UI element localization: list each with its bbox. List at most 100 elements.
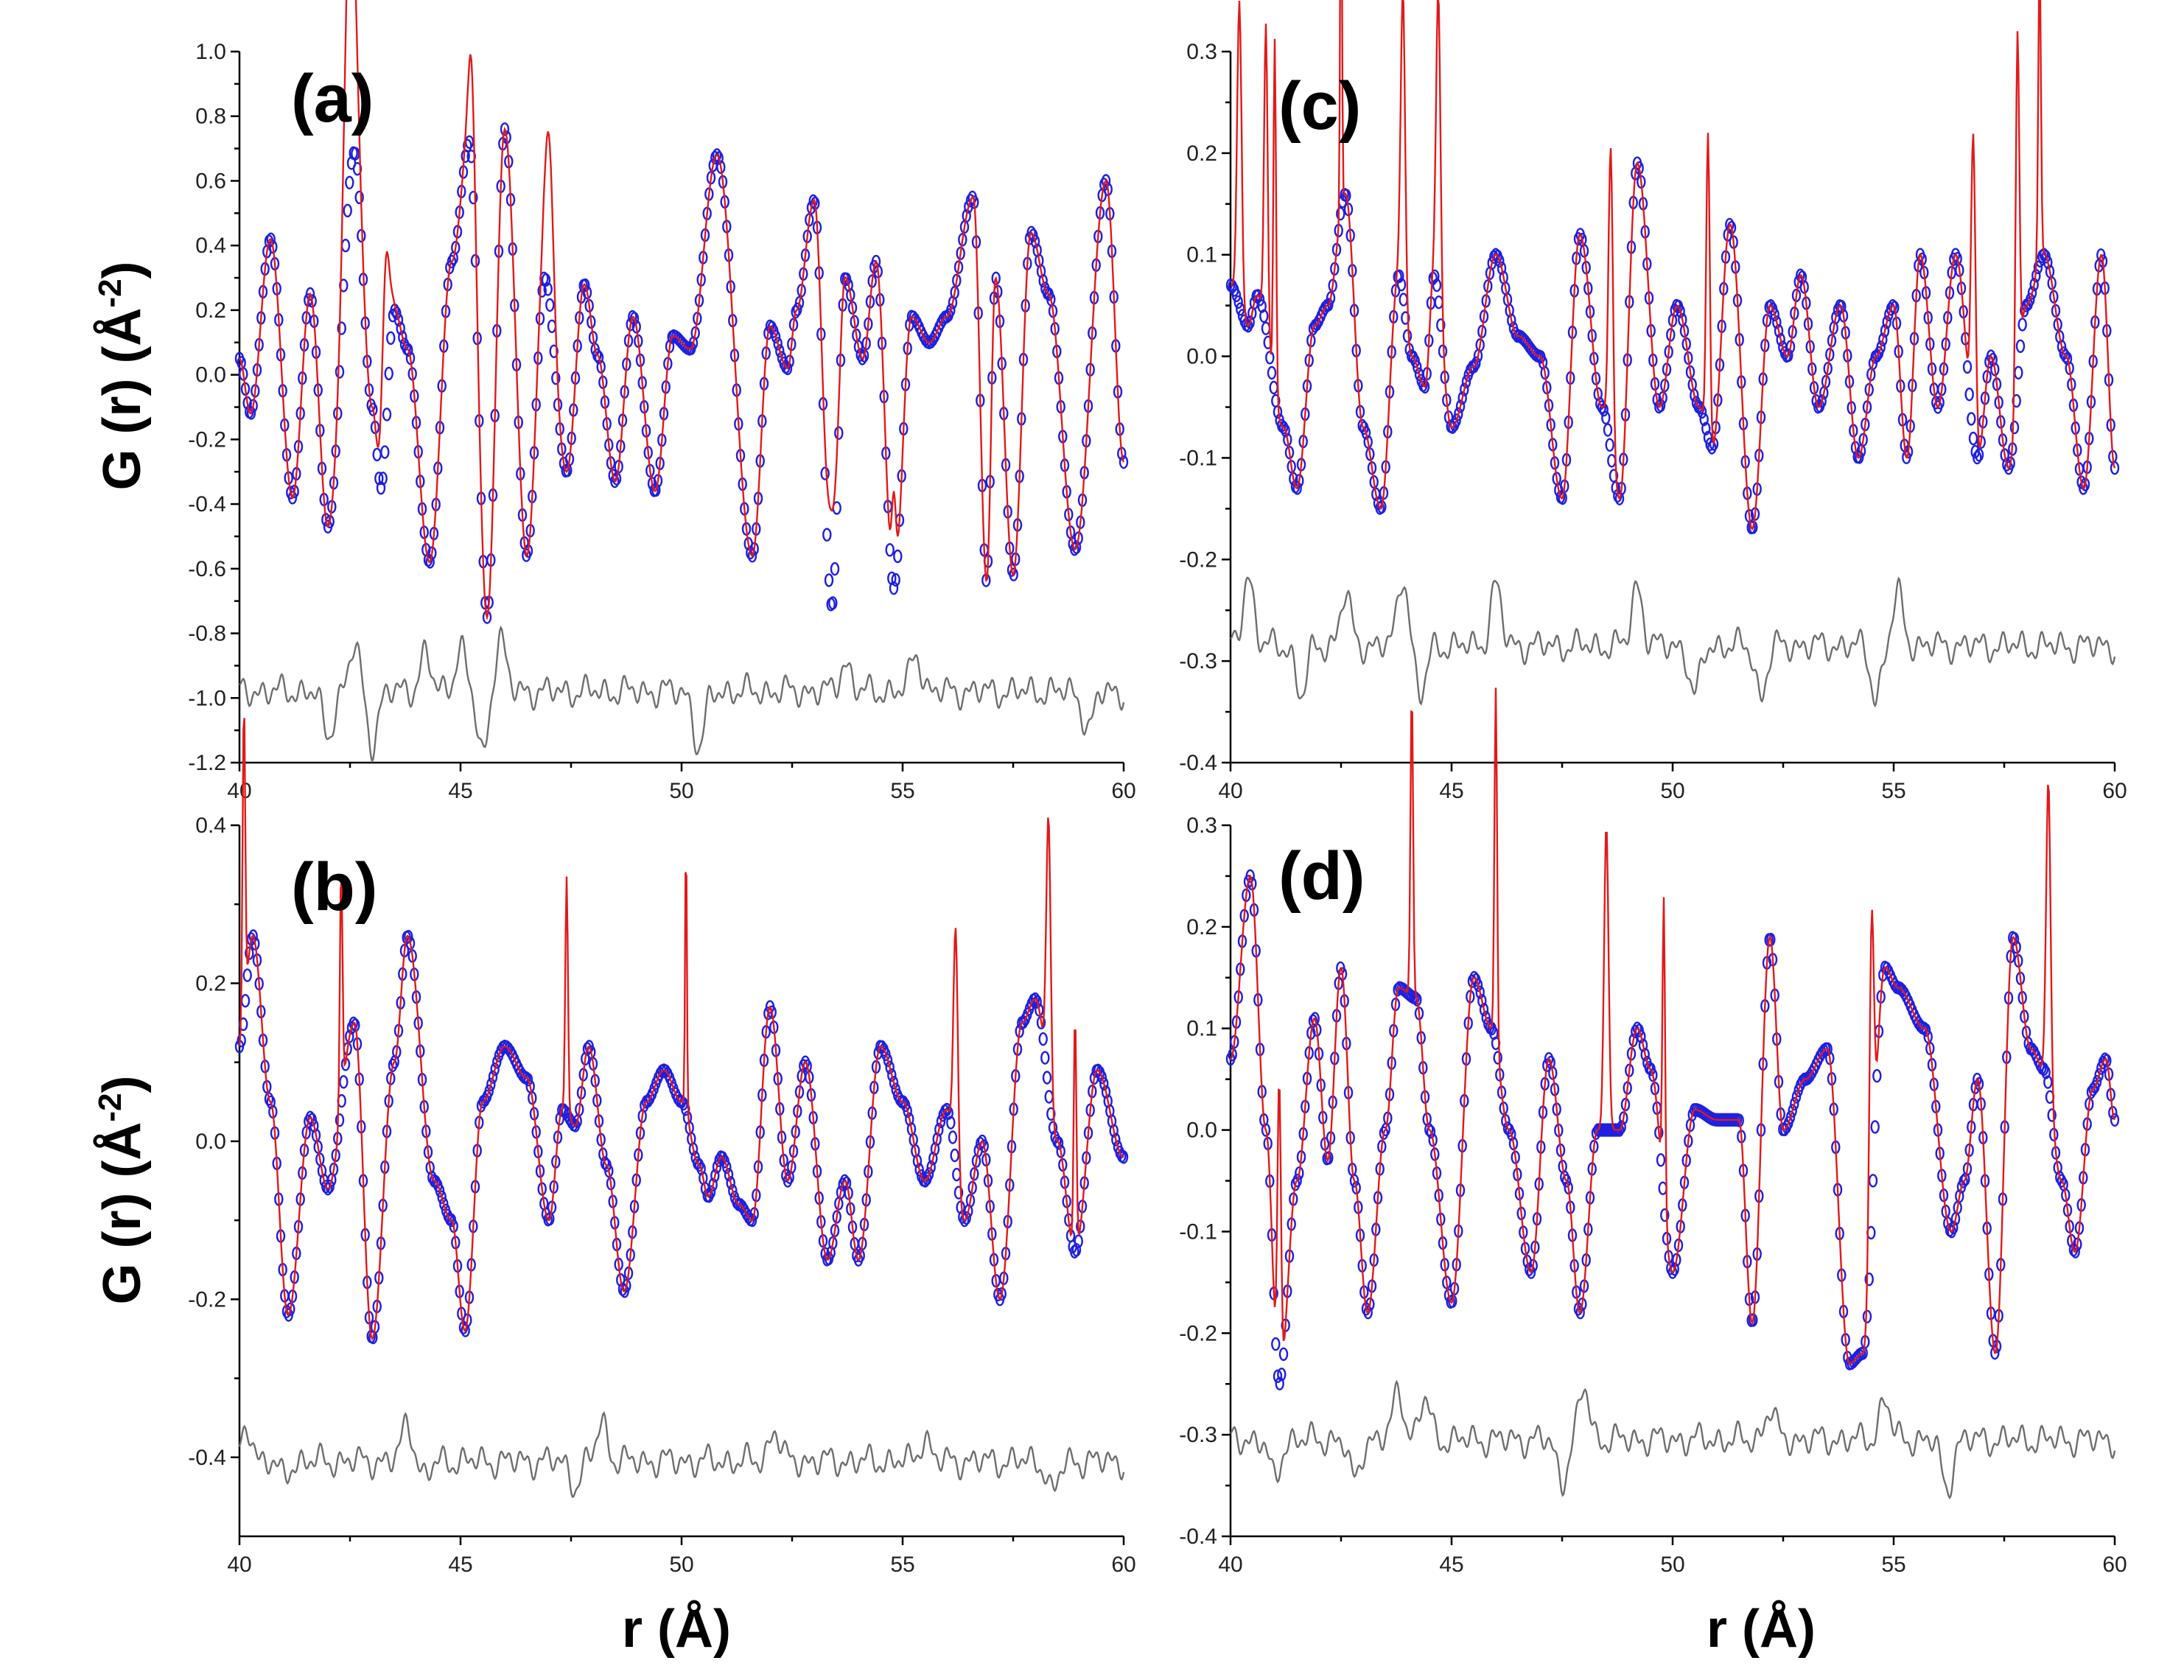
observed-point: [1452, 413, 1461, 427]
observed-point: [1278, 1347, 1289, 1362]
observed-point: [828, 1236, 838, 1250]
y-tick-label: -0.2: [188, 1287, 226, 1312]
observed-point: [404, 343, 413, 357]
observed-point: [1009, 567, 1018, 581]
observed-point: [581, 278, 590, 293]
observed-point: [1243, 319, 1253, 333]
observed-point: [2039, 1062, 2049, 1077]
observed-point: [2009, 931, 2020, 946]
observed-point: [1725, 217, 1735, 232]
observed-point: [1040, 1051, 1050, 1065]
observed-point: [1231, 288, 1242, 303]
observed-point: [594, 351, 604, 365]
observed-point: [824, 573, 834, 587]
observed-point: [545, 298, 555, 312]
observed-point: [926, 1160, 936, 1175]
observed-point: [1471, 356, 1481, 370]
x-tick-label: 55: [890, 1553, 914, 1577]
y-axis-title-bottom: G (r) (Å-2): [92, 1075, 152, 1304]
observed-point: [889, 1076, 899, 1090]
observed-point: [1479, 1002, 1489, 1017]
x-tick-label: 55: [890, 779, 914, 803]
observed-point: [708, 1177, 718, 1192]
observed-point: [1770, 307, 1779, 322]
observed-point: [382, 407, 392, 421]
observed-point: [266, 232, 276, 246]
observed-point: [1701, 421, 1711, 435]
observed-point: [1324, 298, 1334, 312]
observed-point: [246, 406, 256, 420]
x-tick-label: 50: [669, 1553, 693, 1577]
observed-point: [889, 581, 899, 595]
observed-point: [1326, 291, 1336, 305]
observed-point: [1790, 1096, 1799, 1111]
observed-point: [1672, 1253, 1681, 1267]
observed-point: [903, 1104, 912, 1119]
observed-point: [393, 312, 404, 327]
observed-point: [775, 344, 785, 358]
observed-point: [724, 1167, 734, 1182]
observed-point: [932, 1132, 942, 1147]
observed-point: [2071, 1245, 2080, 1259]
y-tick-label: -0.2: [1179, 1321, 1217, 1345]
observed-point: [2092, 1074, 2102, 1089]
observed-point: [1872, 1068, 1882, 1083]
observed-point: [1774, 323, 1784, 338]
observed-point: [830, 561, 840, 576]
x-tick-label: 40: [227, 1553, 251, 1577]
observed-point: [1402, 329, 1413, 343]
y-tick-label: 0.0: [1186, 345, 1217, 369]
observed-point: [1074, 1234, 1083, 1248]
observed-point: [1363, 1305, 1373, 1320]
observed-point: [1245, 869, 1255, 883]
observed-point: [1454, 407, 1463, 421]
y-tick-label: 0.6: [195, 169, 226, 193]
observed-point: [1413, 993, 1422, 1007]
observed-point: [952, 273, 962, 287]
x-tick-label: 55: [1881, 1553, 1905, 1577]
panel-c: -0.4 -0.3 -0.2 -0.1 0.0 0.1 0.2 0.3 40 45 50 55 60 (c…: [1179, 0, 2127, 803]
observed-point: [1986, 349, 1996, 363]
observed-point: [380, 445, 390, 459]
observed-point: [604, 1163, 614, 1178]
observed-point: [747, 1213, 757, 1228]
observed-point: [396, 321, 405, 335]
observed-point: [345, 1029, 354, 1043]
y-tick-label: 0.3: [1186, 40, 1217, 64]
observed-point: [1233, 295, 1243, 309]
observed-point: [490, 1062, 500, 1077]
observed-point: [793, 302, 802, 316]
observed-point: [1656, 1153, 1666, 1167]
observed-point: [1336, 206, 1345, 221]
observed-point: [706, 1185, 716, 1199]
observed-point: [484, 1084, 494, 1099]
observed-point: [694, 1158, 704, 1172]
observed-point: [1101, 1085, 1111, 1099]
observed-point: [2009, 420, 2020, 435]
x-tick-label: 50: [1660, 779, 1684, 803]
observed-point: [1448, 1294, 1457, 1309]
observed-point: [883, 1053, 893, 1068]
y-tick-label: -0.4: [1179, 751, 1217, 775]
observed-point: [305, 287, 315, 301]
observed-point: [2043, 1075, 2053, 1089]
observed-point: [1032, 995, 1042, 1009]
observed-point: [1561, 1174, 1572, 1188]
observed-point: [946, 1116, 956, 1130]
observed-point: [1361, 426, 1371, 440]
observed-point: [1281, 424, 1290, 438]
observed-point: [242, 968, 252, 982]
observed-point: [1526, 1265, 1536, 1279]
observed-point: [1030, 234, 1040, 248]
observed-point: [710, 1169, 720, 1183]
observed-point: [1475, 985, 1485, 999]
observed-point: [936, 1114, 946, 1129]
observed-point: [1507, 313, 1516, 327]
observed-point: [2015, 339, 2026, 353]
difference-line: [1230, 576, 2116, 708]
y-tick-label: 1.0: [195, 40, 226, 64]
y-tick-label: 0.3: [1186, 813, 1217, 838]
y-tick-label: -0.3: [1179, 1423, 1217, 1447]
y-tick-label: -0.2: [188, 427, 226, 452]
observed-point: [1473, 978, 1483, 993]
